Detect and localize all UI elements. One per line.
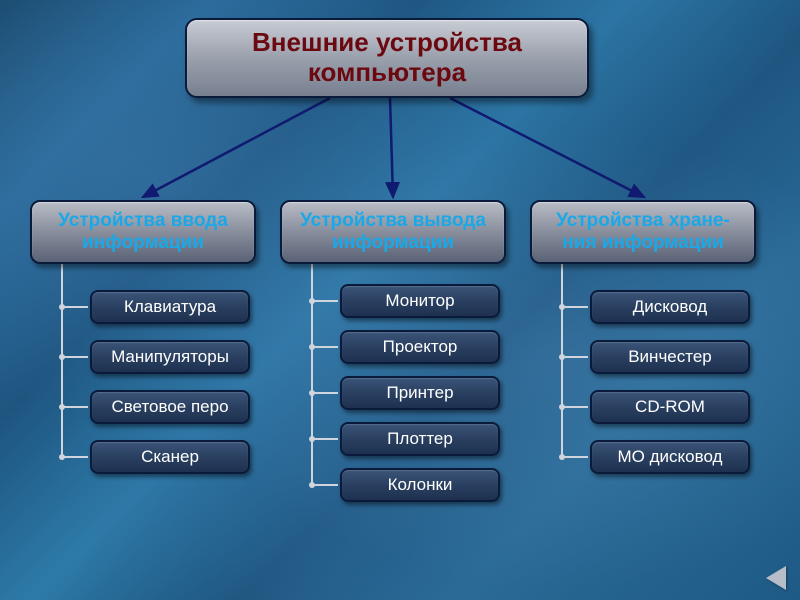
root-node-label: Внешние устройствакомпьютера <box>252 28 522 88</box>
root-node: Внешние устройствакомпьютера <box>185 18 589 98</box>
bracket-dot-storage-2 <box>559 404 565 410</box>
prev-slide-arrow[interactable] <box>766 566 786 590</box>
connector-2 <box>450 98 644 197</box>
bracket-dot-output-1 <box>309 344 315 350</box>
leaf-output-2: Принтер <box>340 376 500 410</box>
leaf-output-4: Колонки <box>340 468 500 502</box>
bracket-dot-storage-0 <box>559 304 565 310</box>
leaf-input-2: Световое перо <box>90 390 250 424</box>
bracket-dot-output-2 <box>309 390 315 396</box>
bracket-dot-output-4 <box>309 482 315 488</box>
category-input: Устройства вводаинформации <box>30 200 256 264</box>
leaf-input-1-label: Манипуляторы <box>111 347 229 367</box>
connector-1 <box>390 98 393 197</box>
connector-0 <box>143 98 330 197</box>
leaf-storage-3-label: МО дисковод <box>618 447 723 467</box>
leaf-input-0-label: Клавиатура <box>124 297 216 317</box>
leaf-input-3-label: Сканер <box>141 447 199 467</box>
leaf-output-3-label: Плоттер <box>387 429 453 449</box>
bracket-dot-storage-3 <box>559 454 565 460</box>
bracket-dot-output-0 <box>309 298 315 304</box>
leaf-input-2-label: Световое перо <box>111 397 228 417</box>
leaf-output-3: Плоттер <box>340 422 500 456</box>
leaf-input-0: Клавиатура <box>90 290 250 324</box>
category-output-label: Устройства выводаинформации <box>300 210 486 254</box>
leaf-output-1-label: Проектор <box>383 337 458 357</box>
leaf-input-3: Сканер <box>90 440 250 474</box>
leaf-input-1: Манипуляторы <box>90 340 250 374</box>
leaf-storage-3: МО дисковод <box>590 440 750 474</box>
bracket-dot-input-2 <box>59 404 65 410</box>
leaf-output-0: Монитор <box>340 284 500 318</box>
leaf-storage-0: Дисковод <box>590 290 750 324</box>
leaf-output-1: Проектор <box>340 330 500 364</box>
category-storage-label: Устройства хране-ния информации <box>556 210 730 254</box>
bracket-dot-input-3 <box>59 454 65 460</box>
category-input-label: Устройства вводаинформации <box>58 210 228 254</box>
bracket-dot-output-3 <box>309 436 315 442</box>
category-storage: Устройства хране-ния информации <box>530 200 756 264</box>
bracket-dot-input-0 <box>59 304 65 310</box>
category-output: Устройства выводаинформации <box>280 200 506 264</box>
bracket-dot-input-1 <box>59 354 65 360</box>
bracket-dot-storage-1 <box>559 354 565 360</box>
leaf-storage-2: CD-ROM <box>590 390 750 424</box>
leaf-storage-1-label: Винчестер <box>628 347 712 367</box>
leaf-storage-2-label: CD-ROM <box>635 397 705 417</box>
leaf-storage-0-label: Дисковод <box>633 297 707 317</box>
leaf-output-4-label: Колонки <box>388 475 453 495</box>
leaf-storage-1: Винчестер <box>590 340 750 374</box>
leaf-output-2-label: Принтер <box>386 383 453 403</box>
leaf-output-0-label: Монитор <box>385 291 454 311</box>
